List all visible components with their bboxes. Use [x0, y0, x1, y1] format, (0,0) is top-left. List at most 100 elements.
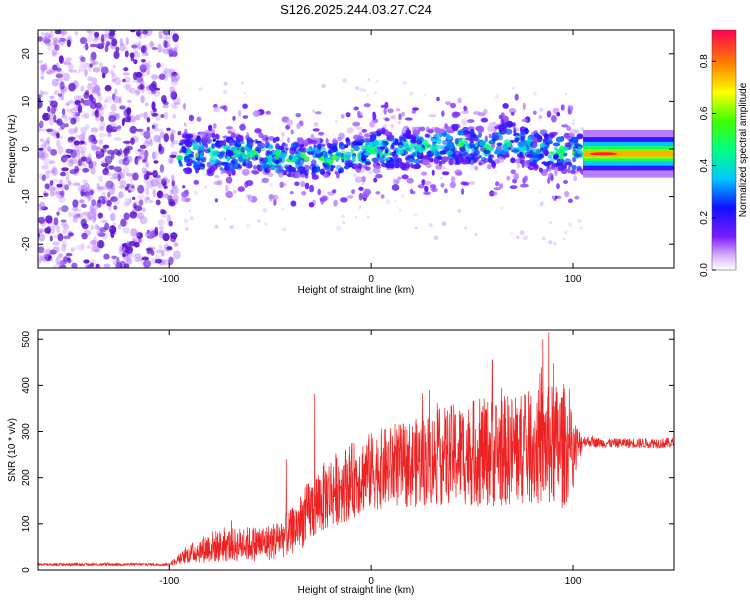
- noise-point: [57, 233, 64, 242]
- noise-point: [49, 180, 54, 186]
- signal-point: [360, 144, 365, 151]
- noise-point: [137, 154, 142, 162]
- signal-point: [347, 195, 354, 199]
- snr-marks: [38, 332, 674, 568]
- faint-point: [232, 189, 237, 194]
- signal-point: [275, 149, 281, 157]
- faint-point: [257, 219, 261, 223]
- noise-point: [125, 37, 129, 46]
- faint-point: [185, 227, 189, 231]
- noise-point: [122, 117, 131, 123]
- faint-point: [246, 194, 251, 199]
- signal-point: [308, 202, 315, 208]
- signal-point: [402, 135, 407, 143]
- faint-point: [565, 92, 567, 95]
- noise-point: [65, 57, 73, 61]
- signal-point: [448, 158, 454, 166]
- noise-point: [126, 156, 133, 163]
- signal-point: [388, 160, 396, 165]
- snr-axes: -100 0 100 0 100 200 300 400 500: [21, 330, 674, 587]
- noise-point: [145, 69, 150, 76]
- signal-point: [449, 181, 456, 189]
- faint-point: [385, 199, 391, 205]
- noise-point: [113, 197, 117, 201]
- signal-point: [252, 110, 261, 117]
- signal-point: [578, 134, 584, 139]
- noise-point: [49, 235, 53, 242]
- noise-point: [48, 186, 56, 192]
- signal-point: [329, 167, 334, 172]
- signal-point: [334, 170, 338, 175]
- signal-point: [494, 158, 500, 164]
- noise-point: [58, 55, 64, 64]
- faint-point: [367, 78, 371, 81]
- signal-point: [435, 137, 442, 145]
- signal-point: [389, 144, 395, 150]
- noise-point: [111, 38, 118, 47]
- noise-point: [155, 128, 164, 132]
- noise-point: [81, 179, 88, 184]
- noise-point: [90, 140, 96, 150]
- signal-point: [523, 175, 528, 182]
- noise-point: [76, 213, 81, 218]
- noise-point: [146, 196, 150, 201]
- signal-point: [279, 181, 285, 188]
- noise-point: [139, 64, 147, 73]
- noise-point: [73, 182, 81, 186]
- signal-point: [436, 96, 440, 102]
- signal-point: [431, 143, 437, 149]
- noise-point: [95, 43, 100, 49]
- noise-point: [54, 120, 60, 124]
- noise-point: [171, 71, 178, 77]
- signal-point: [500, 148, 508, 155]
- noise-point: [155, 125, 159, 131]
- signal-point: [384, 101, 389, 109]
- signal-point: [312, 128, 320, 132]
- noise-point: [81, 114, 87, 119]
- faint-point: [243, 92, 247, 95]
- noise-point: [72, 214, 78, 224]
- signal-point: [460, 181, 467, 186]
- noise-point: [139, 112, 145, 118]
- signal-point: [564, 142, 572, 148]
- noise-point: [138, 64, 144, 71]
- noise-point: [156, 62, 161, 69]
- noise-point: [162, 30, 170, 36]
- y-tick-label: -20: [21, 237, 32, 252]
- noise-point: [75, 134, 80, 139]
- signal-point: [548, 131, 556, 139]
- faint-point: [229, 225, 234, 229]
- noise-point: [151, 125, 156, 129]
- noise-point: [130, 178, 134, 183]
- noise-point: [132, 172, 139, 181]
- signal-point: [417, 184, 425, 189]
- signal-point: [298, 147, 305, 152]
- signal-point: [181, 196, 186, 202]
- noise-point: [85, 89, 90, 96]
- noise-point: [106, 198, 110, 203]
- signal-point: [555, 162, 564, 167]
- noise-point: [51, 51, 60, 56]
- signal-point: [362, 164, 368, 169]
- noise-point: [134, 148, 141, 155]
- signal-point: [206, 161, 211, 168]
- noise-point: [85, 156, 91, 162]
- x-tick-label: 0: [368, 274, 374, 285]
- signal-point: [438, 161, 442, 167]
- noise-point: [83, 62, 90, 68]
- noise-point: [148, 83, 157, 92]
- signal-point: [548, 166, 552, 172]
- faint-point: [269, 182, 273, 187]
- noise-point: [138, 35, 143, 40]
- signal-point: [469, 181, 476, 185]
- signal-point: [424, 185, 429, 193]
- noise-point: [158, 226, 165, 230]
- colorbar-tick-label: 0.4: [699, 158, 710, 172]
- noise-point: [159, 244, 162, 251]
- noise-point: [41, 254, 49, 262]
- noise-point: [51, 78, 59, 87]
- noise-point: [134, 205, 143, 212]
- faint-point: [397, 121, 401, 125]
- spectrogram-ylabel: Frequency (Hz): [7, 115, 18, 184]
- noise-point: [123, 147, 128, 157]
